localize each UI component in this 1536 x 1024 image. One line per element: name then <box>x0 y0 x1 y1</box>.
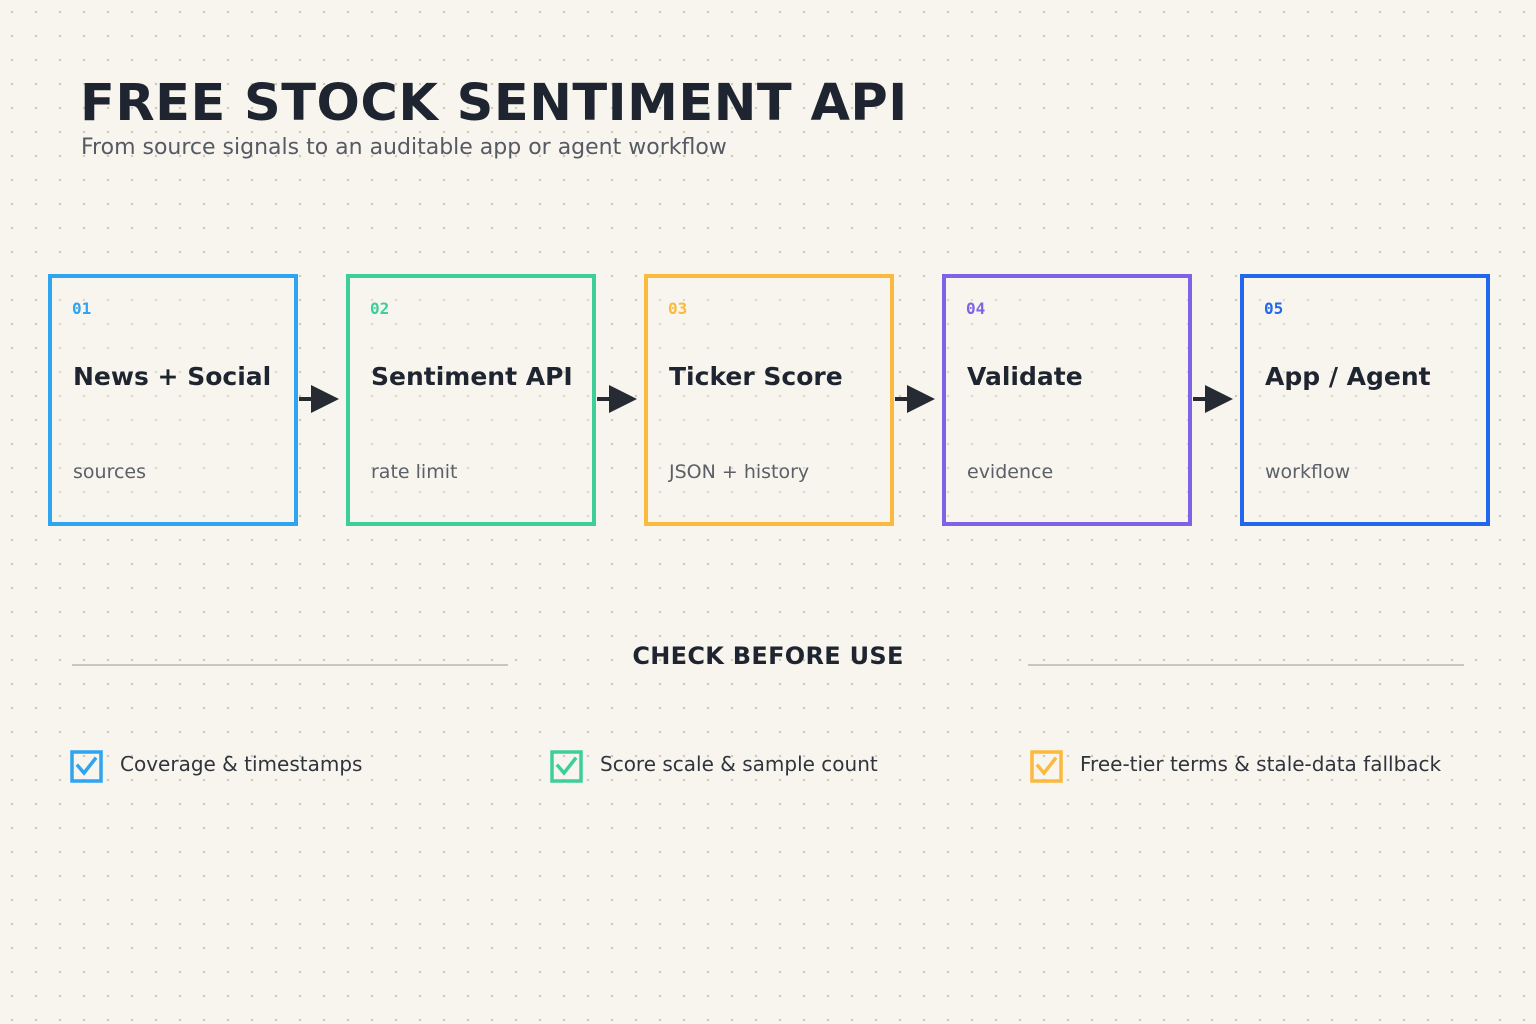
check-item-label: Coverage & timestamps <box>120 752 363 776</box>
step-subtitle: sources <box>73 461 146 483</box>
arrow-right-icon <box>895 385 935 413</box>
step-number: 04 <box>966 299 986 318</box>
step-number: 05 <box>1264 299 1284 318</box>
step-title: Ticker Score <box>669 362 843 391</box>
step-box-app-agent: 05 App / Agent workflow <box>1240 274 1490 526</box>
step-subtitle: JSON + history <box>669 461 810 483</box>
step-box-validate: 04 Validate evidence <box>942 274 1192 526</box>
check-item-label: Score scale & sample count <box>600 752 878 776</box>
step-number: 03 <box>668 299 688 318</box>
page-title: FREE STOCK SENTIMENT API <box>80 74 908 133</box>
step-number: 01 <box>72 299 92 318</box>
arrow-right-icon <box>597 385 637 413</box>
checkbox-checked-icon <box>550 750 583 783</box>
step-title: App / Agent <box>1265 362 1431 391</box>
step-subtitle: evidence <box>967 461 1054 483</box>
arrow-right-icon <box>299 385 339 413</box>
step-title: Validate <box>967 362 1083 391</box>
step-subtitle: rate limit <box>371 461 458 483</box>
step-box-sentiment-api: 02 Sentiment API rate limit <box>346 274 596 526</box>
section-title: CHECK BEFORE USE <box>632 642 904 670</box>
checkbox-checked-icon <box>70 750 103 783</box>
checkbox-checked-icon <box>1030 750 1063 783</box>
check-item-label: Free-tier terms & stale-data fallback <box>1080 752 1442 776</box>
step-number: 02 <box>370 299 390 318</box>
section-divider-left <box>72 664 508 666</box>
step-subtitle: workflow <box>1265 461 1351 483</box>
step-title: Sentiment API <box>371 362 573 391</box>
section-divider-right <box>1028 664 1464 666</box>
page-subtitle: From source signals to an auditable app … <box>81 135 727 160</box>
step-title: News + Social <box>73 362 272 391</box>
arrow-right-icon <box>1193 385 1233 413</box>
step-box-news-social: 01 News + Social sources <box>48 274 298 526</box>
step-box-ticker-score: 03 Ticker Score JSON + history <box>644 274 894 526</box>
